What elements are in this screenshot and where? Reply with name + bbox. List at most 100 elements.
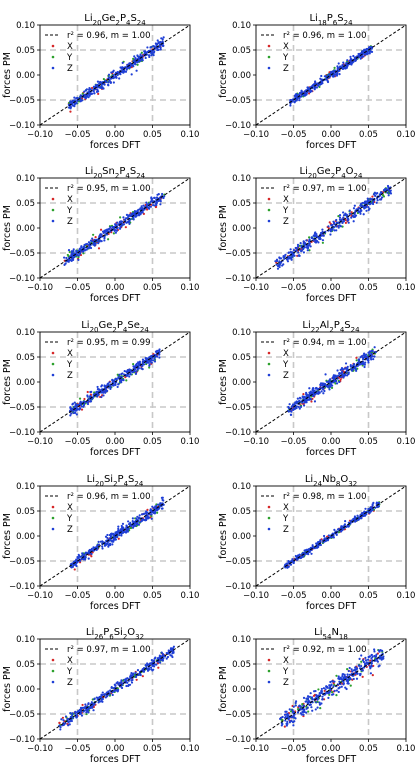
point-z <box>337 690 340 694</box>
legend-series-label: Z <box>283 678 289 688</box>
point-z <box>369 198 372 201</box>
point-z <box>144 51 147 54</box>
point-z <box>350 668 353 671</box>
legend-series-label: X <box>67 195 73 205</box>
point-z <box>313 400 317 403</box>
chart-panel: Li20Ge2P4Se24 −0.10−0.10 −0.05 −0.05 0.00 0.0… <box>2 320 199 458</box>
point-z <box>332 75 335 78</box>
point-z <box>344 212 347 215</box>
point-z <box>127 520 130 523</box>
point-z <box>366 658 370 661</box>
point-z <box>318 703 322 706</box>
point-z <box>370 50 374 53</box>
point-z <box>345 687 348 691</box>
point-z <box>139 207 142 210</box>
x-tick-label: 0.05 <box>143 283 162 293</box>
point-y <box>337 215 340 218</box>
point-z <box>116 385 119 389</box>
point-z <box>68 723 71 726</box>
point-z <box>289 104 292 107</box>
point-z <box>75 562 78 565</box>
y-tick-label: −0.05 <box>225 96 251 106</box>
point-z <box>374 194 377 197</box>
point-y <box>81 92 84 95</box>
point-z <box>82 400 85 403</box>
point-z <box>156 503 160 506</box>
point-z <box>302 242 305 245</box>
point-z <box>314 80 317 83</box>
point-z <box>309 245 312 248</box>
point-z <box>353 668 357 671</box>
point-z <box>338 372 341 375</box>
legend-marker-x <box>51 197 55 201</box>
point-z <box>305 401 308 404</box>
x-axis-label: forces DFT <box>90 601 141 612</box>
point-z <box>69 712 72 715</box>
point-z <box>317 241 320 244</box>
point-z <box>81 706 84 709</box>
point-z <box>340 525 343 528</box>
point-z <box>132 60 135 63</box>
x-tick-label: −0.10 <box>243 130 269 140</box>
point-y <box>355 359 358 362</box>
point-z <box>349 212 352 215</box>
point-z <box>376 192 379 195</box>
point-z <box>115 535 119 539</box>
point-z <box>309 390 312 393</box>
x-tick-label: 0.10 <box>397 591 415 601</box>
point-z <box>362 205 366 208</box>
point-z <box>81 552 84 556</box>
point-z <box>75 413 78 416</box>
point-z <box>335 229 338 232</box>
point-z <box>322 392 325 395</box>
point-y <box>163 193 166 196</box>
point-x <box>97 247 101 250</box>
legend-marker-z <box>267 219 271 223</box>
point-z <box>67 106 71 109</box>
y-tick-label: −0.05 <box>9 96 35 106</box>
point-y <box>360 660 363 663</box>
point-z <box>340 218 344 221</box>
point-z <box>115 682 118 685</box>
point-z <box>79 97 82 100</box>
point-x <box>157 666 160 669</box>
point-z <box>97 540 100 543</box>
point-z <box>123 678 126 681</box>
point-z <box>367 361 370 364</box>
point-z <box>150 49 154 53</box>
point-z <box>292 724 295 727</box>
point-z <box>138 360 142 363</box>
point-z <box>373 648 376 651</box>
point-z <box>60 718 63 721</box>
point-z <box>134 56 137 60</box>
point-z <box>302 396 305 400</box>
point-z <box>317 390 320 394</box>
point-z <box>306 697 310 700</box>
point-z <box>320 74 323 78</box>
point-z <box>302 696 306 699</box>
point-z <box>371 355 374 358</box>
legend-marker-x <box>51 351 55 355</box>
point-z <box>111 693 114 697</box>
point-z <box>322 382 325 385</box>
point-z <box>73 401 76 404</box>
point-z <box>107 73 111 76</box>
point-z <box>310 706 313 709</box>
y-tick-label: −0.10 <box>9 582 35 592</box>
point-z <box>140 513 144 516</box>
point-z <box>99 696 103 699</box>
y-tick-label: −0.10 <box>9 121 35 131</box>
point-z <box>79 99 82 102</box>
x-tick-label: 0.00 <box>106 744 125 754</box>
x-tick-label: −0.10 <box>243 744 269 754</box>
point-z <box>362 660 366 664</box>
point-z <box>279 257 283 260</box>
point-z <box>97 543 101 546</box>
legend-series-label: Y <box>282 360 289 370</box>
point-z <box>84 703 87 706</box>
point-z <box>138 514 141 517</box>
point-z <box>109 532 113 536</box>
point-y <box>107 238 110 241</box>
point-z <box>325 78 328 81</box>
legend-series-label: Y <box>282 206 289 216</box>
